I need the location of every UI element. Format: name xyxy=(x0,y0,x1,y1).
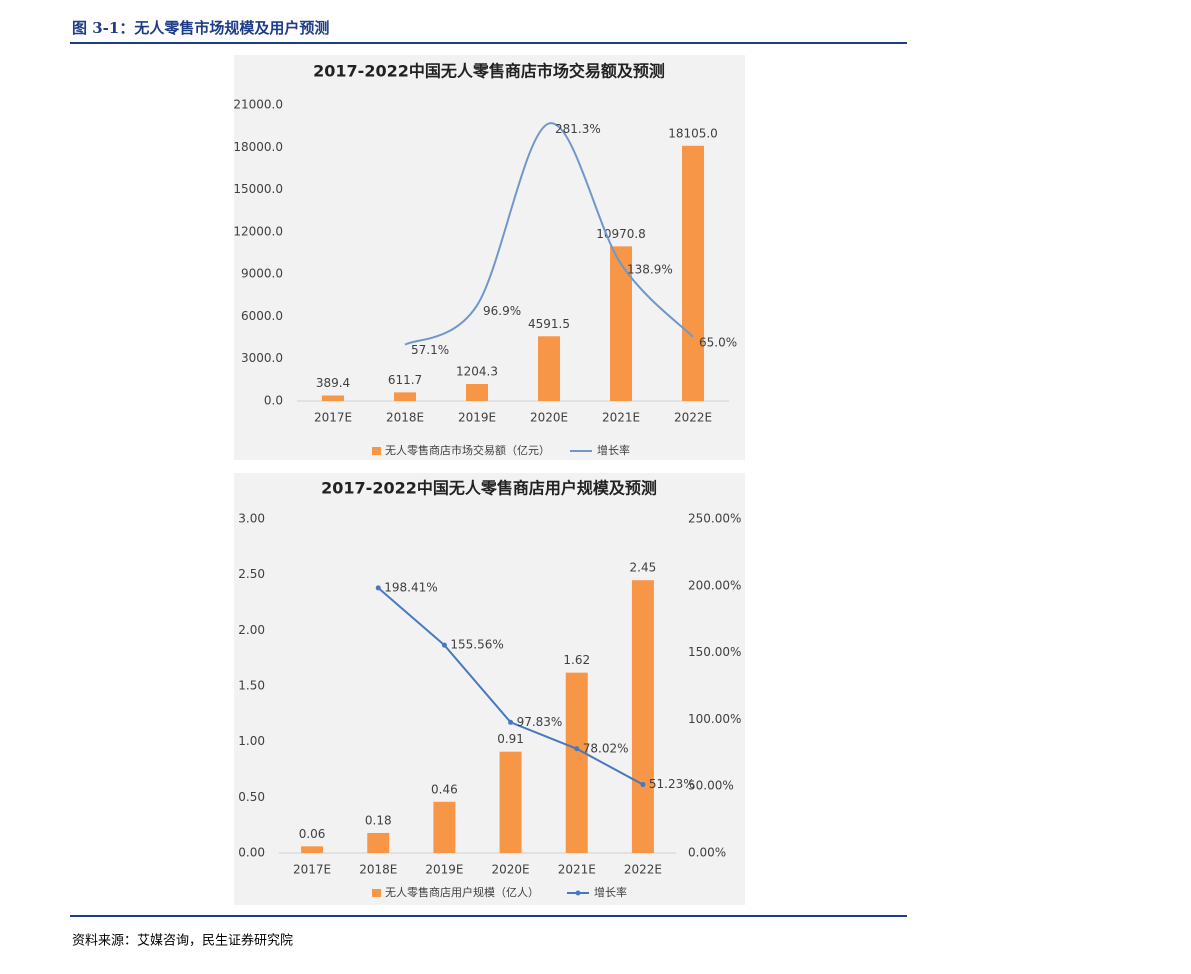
point xyxy=(441,642,447,648)
x-tick-label: 2022E xyxy=(674,411,712,425)
bar xyxy=(367,832,390,853)
y2-tick-label: 50.00% xyxy=(688,779,734,793)
y-tick-label: 21000.0 xyxy=(233,98,283,112)
legend-marker xyxy=(575,890,581,896)
y-tick-label: 12000.0 xyxy=(233,224,283,238)
data-label: 1204.3 xyxy=(456,365,498,379)
x-tick-label: 2019E xyxy=(425,863,463,877)
legend-label: 无人零售商店用户规模（亿人） xyxy=(385,885,539,899)
point xyxy=(508,719,514,725)
x-tick-label: 2018E xyxy=(386,411,424,425)
legend-label: 增长率 xyxy=(597,443,630,457)
bar xyxy=(394,392,416,401)
bar xyxy=(610,246,632,401)
y-tick-label: 0.50 xyxy=(238,790,265,804)
chart-panel xyxy=(234,473,745,905)
legend-label: 无人零售商店市场交易额（亿元） xyxy=(385,443,550,457)
y-tick-label: 18000.0 xyxy=(233,140,283,154)
chart-title: 2017-2022中国无人零售商店市场交易额及预测 xyxy=(313,62,665,81)
data-label: 96.9% xyxy=(483,304,521,318)
source: 资料来源：艾媒咨询，民生证券研究院 xyxy=(72,933,293,949)
data-label: 281.3% xyxy=(555,122,601,136)
bar xyxy=(301,846,324,853)
y2-tick-label: 0.00% xyxy=(688,846,726,860)
chart-panel xyxy=(234,55,745,460)
data-label: 155.56% xyxy=(450,638,503,652)
data-label: 4591.5 xyxy=(528,317,570,331)
data-label: 18105.0 xyxy=(668,126,718,140)
data-label: 57.1% xyxy=(411,343,449,357)
data-label: 51.23% xyxy=(649,777,695,791)
data-label: 78.02% xyxy=(583,741,629,755)
x-tick-label: 2021E xyxy=(602,411,640,425)
data-label: 0.46 xyxy=(431,782,458,796)
legend-swatch xyxy=(372,447,381,455)
x-tick-label: 2022E xyxy=(624,863,662,877)
point xyxy=(375,585,381,591)
bar xyxy=(466,384,488,401)
y-tick-label: 0.00 xyxy=(238,846,265,860)
point xyxy=(574,746,580,752)
bar xyxy=(538,336,560,401)
y2-tick-label: 100.00% xyxy=(688,712,741,726)
data-label: 65.0% xyxy=(699,335,737,349)
y-tick-label: 3000.0 xyxy=(241,351,283,365)
data-label: 198.41% xyxy=(384,580,437,594)
x-tick-label: 2020E xyxy=(530,411,568,425)
data-label: 0.06 xyxy=(299,827,326,841)
x-tick-label: 2018E xyxy=(359,863,397,877)
x-tick-label: 2017E xyxy=(293,863,331,877)
y2-tick-label: 250.00% xyxy=(688,512,741,526)
y2-tick-label: 150.00% xyxy=(688,645,741,659)
y2-tick-label: 200.00% xyxy=(688,578,741,592)
bar xyxy=(322,395,344,401)
data-label: 0.18 xyxy=(365,813,392,827)
data-label: 389.4 xyxy=(316,376,350,390)
y-tick-label: 15000.0 xyxy=(233,182,283,196)
data-label: 0.91 xyxy=(497,732,524,746)
bar xyxy=(433,801,456,853)
bar xyxy=(499,751,522,853)
x-tick-label: 2017E xyxy=(314,411,352,425)
data-label: 611.7 xyxy=(388,373,422,387)
figure-title: 图 3-1：无人零售市场规模及用户预测 xyxy=(72,19,329,37)
data-label: 97.83% xyxy=(517,715,563,729)
data-label: 138.9% xyxy=(627,262,673,276)
y-tick-label: 6000.0 xyxy=(241,309,283,323)
bar xyxy=(565,672,588,853)
y-tick-label: 1.00 xyxy=(238,734,265,748)
legend-swatch xyxy=(372,889,381,897)
y-tick-label: 2.00 xyxy=(238,623,265,637)
data-label: 1.62 xyxy=(563,653,590,667)
y-tick-label: 2.50 xyxy=(238,567,265,581)
bar xyxy=(682,145,704,401)
bar xyxy=(631,580,654,853)
data-label: 2.45 xyxy=(630,561,657,575)
x-tick-label: 2020E xyxy=(492,863,530,877)
chart-title: 2017-2022中国无人零售商店用户规模及预测 xyxy=(321,479,657,498)
line xyxy=(404,122,694,346)
y-tick-label: 9000.0 xyxy=(241,267,283,281)
x-tick-label: 2019E xyxy=(458,411,496,425)
x-tick-label: 2021E xyxy=(558,863,596,877)
y-tick-label: 0.0 xyxy=(264,394,283,408)
point xyxy=(640,782,646,788)
y-tick-label: 1.50 xyxy=(238,679,265,693)
legend-label: 增长率 xyxy=(594,885,627,899)
y-tick-label: 3.00 xyxy=(238,512,265,526)
